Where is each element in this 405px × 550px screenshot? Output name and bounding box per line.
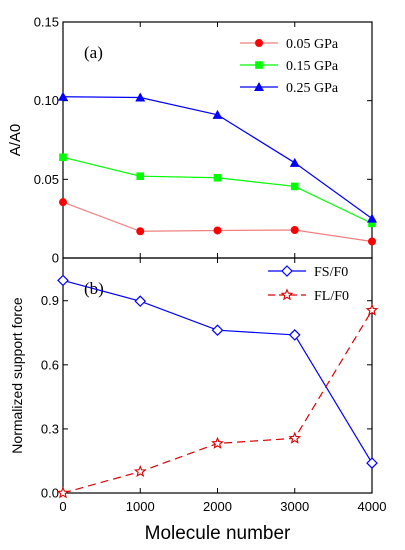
y-axis-label: A/A0	[7, 124, 24, 157]
series-line	[62, 201, 373, 243]
data-point	[212, 109, 223, 119]
data-point	[213, 226, 222, 235]
y-tick-label: 0.3	[41, 421, 59, 436]
y-axis-label: Normalized support force	[9, 297, 25, 454]
panel-a: 0 0.05 0.10 0.15 A/A0 (a) 0.05 GPa 0.15 GPa 0.25…	[7, 15, 377, 266]
legend-label: FL/F0	[314, 289, 349, 304]
data-point	[213, 173, 222, 182]
x-tick-label: 1000	[126, 499, 155, 514]
series-line	[62, 156, 373, 224]
legend: FS/F0 FL/F0	[268, 265, 349, 304]
x-tick-label: 0	[59, 499, 66, 514]
legend-label: 0.05 GPa	[286, 37, 339, 52]
data-point	[367, 213, 377, 223]
data-point	[288, 329, 301, 341]
y-tick-label: 0.15	[34, 15, 59, 30]
y-tick-label: 0.0	[41, 486, 59, 501]
data-point	[59, 153, 67, 162]
data-point	[59, 198, 67, 207]
series-line	[62, 279, 373, 464]
y-tick-label: 0.6	[41, 357, 59, 372]
y-tick-label: 0.9	[41, 293, 59, 308]
data-point	[58, 91, 68, 101]
data-point	[134, 295, 147, 308]
series-line	[62, 310, 373, 494]
data-point	[368, 219, 376, 228]
y-tick-label: 0.10	[34, 93, 59, 108]
legend: 0.05 GPa 0.15 GPa 0.25 GPa	[240, 37, 339, 96]
legend-label: 0.25 GPa	[286, 81, 339, 96]
legend-marker	[255, 39, 263, 47]
data-point	[365, 303, 379, 316]
data-point	[211, 324, 224, 337]
legend-marker	[280, 288, 294, 301]
data-point	[288, 431, 302, 444]
data-point	[289, 157, 300, 167]
data-point	[133, 464, 147, 478]
x-tick-label: 2000	[203, 499, 232, 514]
legend-label: 0.15 GPa	[286, 59, 339, 74]
data-point	[368, 237, 376, 246]
shared-x-axis: 0 1000 2000 3000 4000 Molecule number	[59, 499, 386, 544]
data-point	[211, 436, 224, 449]
data-point	[290, 225, 299, 234]
data-point	[136, 172, 145, 180]
y-tick-label: 0.05	[34, 172, 59, 187]
data-point	[290, 182, 299, 191]
legend-marker	[255, 61, 263, 69]
panel-label: (a)	[84, 43, 103, 62]
plot-frame	[62, 21, 373, 259]
legend-marker	[281, 265, 293, 277]
data-point	[135, 92, 146, 102]
y-tick-label: 0	[52, 251, 59, 266]
x-axis-label: Molecule number	[145, 523, 291, 544]
data-point	[57, 274, 69, 287]
x-tick-label: 3000	[280, 499, 309, 514]
data-point	[56, 486, 70, 499]
data-point	[366, 457, 378, 469]
data-point	[136, 227, 145, 236]
legend-label: FS/F0	[314, 265, 348, 280]
legend-marker	[254, 82, 264, 91]
x-tick-label: 4000	[358, 499, 387, 514]
